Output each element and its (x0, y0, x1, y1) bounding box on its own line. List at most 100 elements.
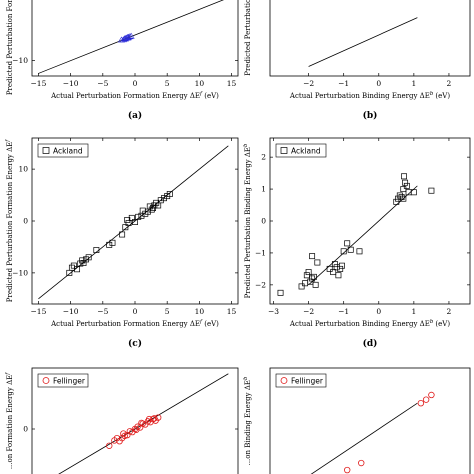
data-point (150, 205, 156, 211)
data-point (400, 195, 407, 202)
series-ackland (66, 191, 173, 276)
panel-a: −15 −10 −5 0 5 10 15 −10 Actual Perturbation For… (6, 0, 239, 121)
data-point (398, 194, 405, 201)
x-tick-label: −2 (303, 79, 314, 88)
data-point (106, 442, 113, 449)
data-point (128, 214, 135, 221)
x-tick-label: 15 (227, 79, 237, 88)
panel-caption: (b) (363, 110, 378, 121)
data-point (358, 459, 365, 467)
panel-f: ...on Binding Energy ΔEb Fellinger (243, 367, 471, 474)
series-ackland (277, 173, 435, 296)
data-point (417, 399, 425, 407)
data-point (302, 280, 309, 287)
y-axis-label: Predicted Perturbation Binding Energy ΔE… (243, 143, 252, 298)
panel-caption: (a) (128, 110, 142, 121)
data-point (347, 246, 354, 253)
data-point (70, 262, 77, 269)
data-point (132, 219, 138, 225)
y-axis-label: Predicted Perturbation Formation Energy … (5, 139, 14, 302)
x-tick-label: 1 (411, 307, 416, 316)
data-point (109, 239, 116, 246)
plot-frame (31, 0, 239, 77)
data-point (314, 259, 321, 266)
legend-marker (280, 147, 288, 154)
data-point (134, 423, 141, 430)
data-point (146, 203, 153, 210)
x-tick-label: 5 (165, 307, 170, 316)
x-tick-label: 5 (165, 79, 170, 88)
x-tick-label: −15 (31, 79, 47, 88)
data-point (166, 191, 173, 197)
x-tick-label: 1 (411, 79, 416, 88)
x-tick-label: −1 (338, 307, 349, 316)
data-point (396, 192, 403, 199)
x-tick-label: −1 (338, 79, 349, 88)
data-point (154, 414, 162, 421)
data-point (331, 261, 338, 268)
data-point (356, 248, 363, 255)
data-point (340, 248, 347, 255)
data-point (422, 396, 430, 403)
data-point (133, 426, 140, 433)
x-tick-label: −5 (97, 79, 108, 88)
x-tick-label: −10 (63, 307, 79, 316)
y-tick-label: −10 (12, 268, 28, 277)
legend-box (37, 373, 89, 388)
x-tick-label: −2 (303, 307, 314, 316)
data-point (403, 182, 410, 189)
data-point (161, 195, 167, 202)
legend-box (275, 373, 327, 388)
x-tick-label: 10 (195, 79, 205, 88)
legend-box (275, 143, 327, 158)
panel-caption: (d) (363, 338, 378, 349)
x-tick-label: −15 (31, 307, 47, 316)
data-point (277, 289, 284, 296)
panel-d: −3 −2 −1 0 1 2 −2 −1 0 1 2 Actual Perturbation Bind… (243, 137, 471, 349)
data-point (93, 247, 100, 253)
data-point (309, 275, 316, 282)
data-point (106, 241, 113, 248)
data-point (113, 434, 121, 442)
legend-marker (42, 377, 50, 384)
panel-caption: (c) (128, 338, 142, 349)
plot-frame (269, 367, 471, 474)
data-point (401, 173, 407, 180)
y-tick-label: 2 (261, 153, 266, 162)
data-point (68, 264, 75, 271)
data-point (393, 198, 400, 205)
data-point (127, 32, 135, 39)
y-tick-label: 0 (23, 217, 28, 226)
legend: Ackland (275, 143, 327, 158)
data-point (428, 187, 435, 194)
data-point (326, 265, 333, 272)
y-tick-label: −10 (12, 56, 28, 65)
legend-marker (280, 377, 288, 384)
panel-c: −15 −10 −5 0 5 10 15 −10 0 10 Actual Perturbation … (5, 137, 239, 349)
data-point (135, 213, 142, 220)
legend-box (37, 143, 89, 158)
x-axis-label: Actual Perturbation Formation Energy ΔEf… (50, 91, 219, 100)
x-tick-label: −3 (268, 307, 279, 316)
data-point (138, 419, 145, 427)
series-fellinger (343, 391, 435, 474)
data-point (343, 466, 351, 474)
x-axis-label: Actual Perturbation Binding Energy ΔEb (… (289, 319, 450, 328)
panel-b: −2 −1 0 1 2 Actual Perturbation Binding Energ… (244, 0, 471, 121)
data-point (335, 272, 342, 279)
data-point (428, 391, 435, 399)
x-tick-label: −10 (63, 79, 79, 88)
x-tick-label: 10 (195, 307, 205, 316)
x-tick-label: 2 (447, 79, 452, 88)
y-tick-label: 1 (261, 185, 266, 194)
data-point (344, 240, 351, 247)
identity-line (38, 0, 225, 74)
data-point (85, 254, 92, 261)
data-point (151, 415, 158, 422)
y-tick-label: 10 (18, 165, 28, 174)
data-point (303, 272, 310, 279)
legend: Ackland (37, 143, 89, 158)
identity-line (308, 17, 418, 67)
data-point (400, 186, 407, 193)
data-point (307, 278, 314, 285)
